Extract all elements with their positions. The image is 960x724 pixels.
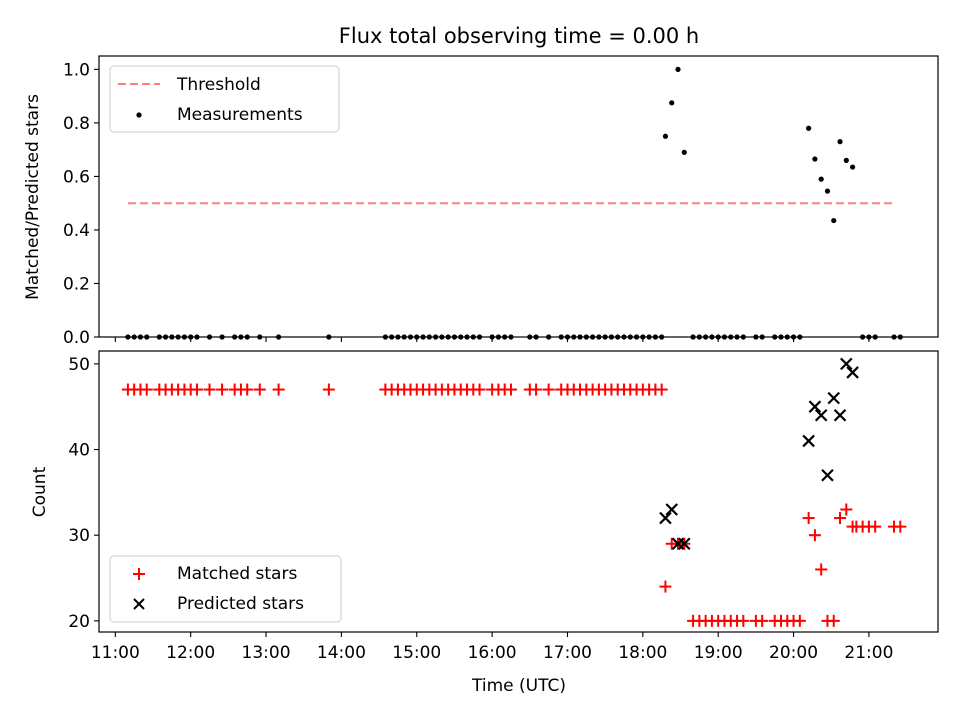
- bottom-y-tick-label: 50: [68, 355, 90, 375]
- measurement-point: [812, 156, 818, 162]
- measurement-point: [818, 176, 824, 182]
- top-y-tick-label: 0.4: [63, 221, 90, 241]
- predicted-stars-legend-swatch: [133, 598, 145, 610]
- bottom-axes-frame: [98, 350, 939, 633]
- predicted-star-point: [814, 408, 828, 422]
- matched-star-point: [272, 383, 285, 396]
- matched-star-point: [840, 503, 853, 516]
- bottom-y-tick-label: 30: [68, 526, 90, 546]
- x-tick-label: 20:00: [769, 643, 818, 663]
- top-legend-box: [109, 65, 340, 133]
- x-tick-label: 16:00: [468, 643, 517, 663]
- matched-stars-legend-label: Matched stars: [177, 564, 297, 584]
- measurement-point: [824, 188, 831, 194]
- predicted-star-point: [802, 434, 815, 448]
- top-y-tick-label: 0.2: [63, 274, 90, 294]
- predicted-star-point: [665, 503, 679, 516]
- matched-star-point: [655, 383, 668, 396]
- matched-star-point: [322, 383, 335, 396]
- top-y-tick-label: 0.8: [63, 114, 90, 134]
- measurements-legend-swatch: [136, 112, 142, 118]
- matched-star-point: [253, 383, 266, 396]
- matched-star-point: [473, 383, 486, 396]
- bottom-y-tick-label: 20: [68, 612, 90, 632]
- x-tick-label: 15:00: [392, 643, 441, 663]
- chart-title: Flux total observing time = 0.00 h: [339, 24, 699, 48]
- top-y-tick-label: 1.0: [63, 60, 90, 80]
- top-y-axis: 0.0 0.2 0.4 0.6 0.8 1.0: [63, 60, 99, 348]
- measurement-point: [849, 164, 856, 170]
- matched-star-point: [241, 383, 254, 396]
- x-tick-label: 14:00: [317, 643, 366, 663]
- x-tick-label: 12:00: [166, 643, 215, 663]
- measurement-point: [831, 217, 837, 224]
- top-x-axis: [114, 337, 870, 342]
- matched-star-point: [203, 383, 216, 396]
- predicted-star-point: [846, 366, 859, 379]
- x-tick-label: 21:00: [844, 643, 893, 663]
- x-tick-label: 19:00: [694, 643, 743, 663]
- top-y-tick-label: 0.6: [63, 167, 90, 187]
- measurements-legend-label: Measurements: [177, 105, 303, 125]
- measurement-point: [662, 133, 669, 139]
- predicted-stars-legend-label: Predicted stars: [177, 594, 304, 614]
- x-tick-label: 18:00: [618, 643, 667, 663]
- predicted-star-point: [827, 391, 841, 405]
- predicted-star-point: [833, 408, 847, 422]
- bottom-legend-box: [109, 555, 342, 623]
- measurement-point: [669, 100, 675, 106]
- measurement-point: [681, 149, 687, 155]
- matched-star-point: [542, 383, 555, 396]
- predicted-star-point: [821, 468, 834, 482]
- measurement-point: [675, 66, 681, 72]
- predicted-star-point: [840, 357, 853, 371]
- x-axis-label: Time (UTC): [471, 676, 566, 696]
- matched-star-point: [793, 614, 806, 627]
- top-y-axis-label: Matched/Predicted stars: [23, 94, 43, 300]
- bottom-x-axis: 11:00 12:00 13:00 14:00 15:00 16:00 17:00 18:00…: [91, 632, 893, 663]
- x-tick-label: 17:00: [543, 643, 592, 663]
- matched-star-point: [190, 383, 203, 396]
- bottom-y-tick-label: 40: [68, 441, 90, 461]
- matched-star-point: [834, 512, 847, 525]
- bottom-legend: Matched stars Predicted stars: [109, 555, 342, 623]
- matched-star-point: [869, 520, 882, 533]
- bottom-y-axis-label: Count: [30, 466, 50, 517]
- matched-star-point: [815, 563, 828, 576]
- measurement-point: [837, 139, 843, 145]
- predicted-star-point: [678, 537, 691, 551]
- predicted-star-point: [808, 400, 822, 413]
- matched-star-point: [802, 512, 815, 525]
- matched-star-point: [504, 383, 517, 396]
- x-tick-label: 11:00: [91, 643, 140, 663]
- matched-star-point: [530, 383, 543, 396]
- threshold-legend-label: Threshold: [176, 75, 261, 95]
- measurement-point: [806, 125, 812, 131]
- matched-star-point: [756, 614, 769, 627]
- matched-star-point: [737, 614, 750, 627]
- predicted-star-point: [659, 511, 672, 525]
- top-legend: Threshold Measurements: [109, 65, 340, 133]
- matched-star-point: [894, 520, 907, 533]
- top-panel: 0.0 0.2 0.4 0.6 0.8 1.0 Matched/Predicted sta…: [23, 55, 939, 348]
- matched-star-point: [659, 580, 672, 593]
- x-tick-label: 13:00: [242, 643, 291, 663]
- measurement-point: [843, 157, 849, 163]
- matched-star-point: [827, 614, 840, 627]
- matched-stars-legend-swatch: [133, 568, 145, 580]
- matched-star-point: [140, 383, 153, 396]
- bottom-y-axis: 20 30 40 50: [68, 355, 99, 632]
- matched-star-point: [216, 383, 229, 396]
- top-axes-frame: [98, 55, 939, 338]
- bottom-plot-area: [121, 357, 907, 627]
- top-y-tick-label: 0.0: [63, 328, 90, 348]
- matched-star-point: [808, 529, 821, 542]
